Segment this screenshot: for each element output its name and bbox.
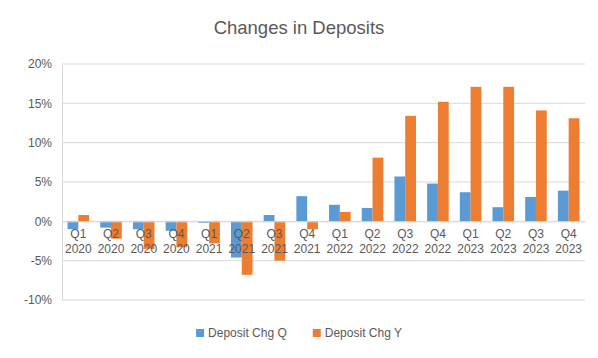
grid-line: [62, 260, 585, 261]
bar: [492, 207, 503, 221]
chart: Changes in Deposits -10% -5% 0% 5% 10% 15% 20% Q…: [0, 0, 598, 358]
x-tick: Q22022: [359, 221, 386, 256]
y-axis: -10% -5% 0% 5% 10% 15% 20%: [24, 57, 63, 307]
y-tick: 0%: [35, 215, 62, 229]
grid-line: [62, 300, 585, 301]
grid-line: [62, 64, 585, 65]
bar: [373, 158, 384, 222]
x-tick: Q12023: [457, 221, 484, 256]
bar: [569, 118, 580, 221]
x-tick: Q32020: [130, 221, 157, 256]
x-tick: Q42020: [163, 221, 190, 256]
bars: [68, 87, 580, 275]
bar: [362, 208, 373, 221]
bar: [525, 197, 536, 221]
bar: [78, 215, 89, 221]
bar: [405, 116, 416, 221]
x-tick-label: Q22022: [359, 227, 386, 256]
x-axis-line: [63, 221, 586, 222]
grid: [62, 64, 585, 300]
x-tick-label: Q32021: [261, 227, 288, 256]
y-tick: 5%: [35, 175, 62, 189]
x-axis: Q12020Q22020Q32020Q42020Q12021Q22021Q320…: [63, 221, 586, 256]
series: [78, 87, 579, 275]
x-tick-label: Q42021: [294, 227, 321, 256]
x-tick: Q22023: [490, 221, 517, 256]
bar: [503, 87, 514, 222]
y-tick-label: 20%: [28, 57, 52, 71]
x-tick: Q42021: [294, 221, 321, 256]
legend-label: Deposit Chg Y: [325, 326, 402, 340]
x-tick-label: Q42023: [555, 227, 582, 256]
x-tick: Q12021: [196, 221, 223, 256]
x-tick-label: Q12020: [65, 227, 92, 256]
x-tick-label: Q12021: [196, 227, 223, 256]
legend-label: Deposit Chg Q: [208, 326, 287, 340]
legend-item: Deposit Chg Y: [313, 326, 402, 340]
y-tick: 15%: [28, 97, 62, 111]
x-tick-label: Q22020: [98, 227, 125, 256]
title: Changes in Deposits: [214, 17, 385, 38]
x-tick: Q22020: [98, 221, 125, 256]
y-axis-line: [62, 65, 63, 301]
bar: [427, 184, 438, 222]
plot: -10%-5%0%5%10%15%20%Q12020Q22020Q32020Q4…: [24, 57, 586, 307]
series: [68, 176, 569, 257]
x-tick: Q42023: [555, 221, 582, 256]
x-tick: Q12022: [326, 221, 353, 256]
x-tick: Q32023: [523, 221, 550, 256]
x-tick-label: Q32022: [392, 227, 419, 256]
legend-swatch: [196, 329, 204, 337]
y-tick-label: -10%: [24, 293, 52, 307]
y-tick-label: 10%: [28, 136, 52, 150]
legend: Deposit Chg Q Deposit Chg Y: [196, 326, 402, 340]
x-tick-label: Q22023: [490, 227, 517, 256]
x-tick: Q42022: [425, 221, 452, 256]
bar: [558, 191, 569, 222]
x-tick: Q12020: [65, 221, 92, 256]
bar: [471, 87, 482, 222]
y-tick: -5%: [31, 254, 62, 268]
y-tick: -10%: [24, 293, 62, 307]
x-tick: Q32022: [392, 221, 419, 256]
y-tick-label: 15%: [28, 97, 52, 111]
y-tick-label: 5%: [35, 175, 53, 189]
x-tick-label: Q42022: [425, 227, 452, 256]
legend-swatch: [313, 329, 321, 337]
bar: [438, 102, 449, 222]
x-tick: Q22021: [228, 221, 255, 256]
bar: [340, 212, 351, 221]
bar: [394, 176, 405, 221]
bar: [296, 196, 307, 221]
bar: [460, 192, 471, 221]
x-tick-label: Q22021: [228, 227, 255, 256]
x-tick-label: Q32020: [130, 227, 157, 256]
x-tick-label: Q42020: [163, 227, 190, 256]
bar: [536, 110, 547, 221]
bar: [329, 205, 340, 222]
x-tick: Q32021: [261, 221, 288, 256]
x-tick-label: Q32023: [523, 227, 550, 256]
y-tick-label: -5%: [31, 254, 53, 268]
legend-item: Deposit Chg Q: [196, 326, 287, 340]
y-tick-label: 0%: [35, 215, 53, 229]
x-tick-label: Q12023: [457, 227, 484, 256]
y-tick: 10%: [28, 136, 62, 150]
x-tick-label: Q12022: [326, 227, 353, 256]
y-tick: 20%: [28, 57, 62, 71]
bar: [264, 215, 275, 221]
